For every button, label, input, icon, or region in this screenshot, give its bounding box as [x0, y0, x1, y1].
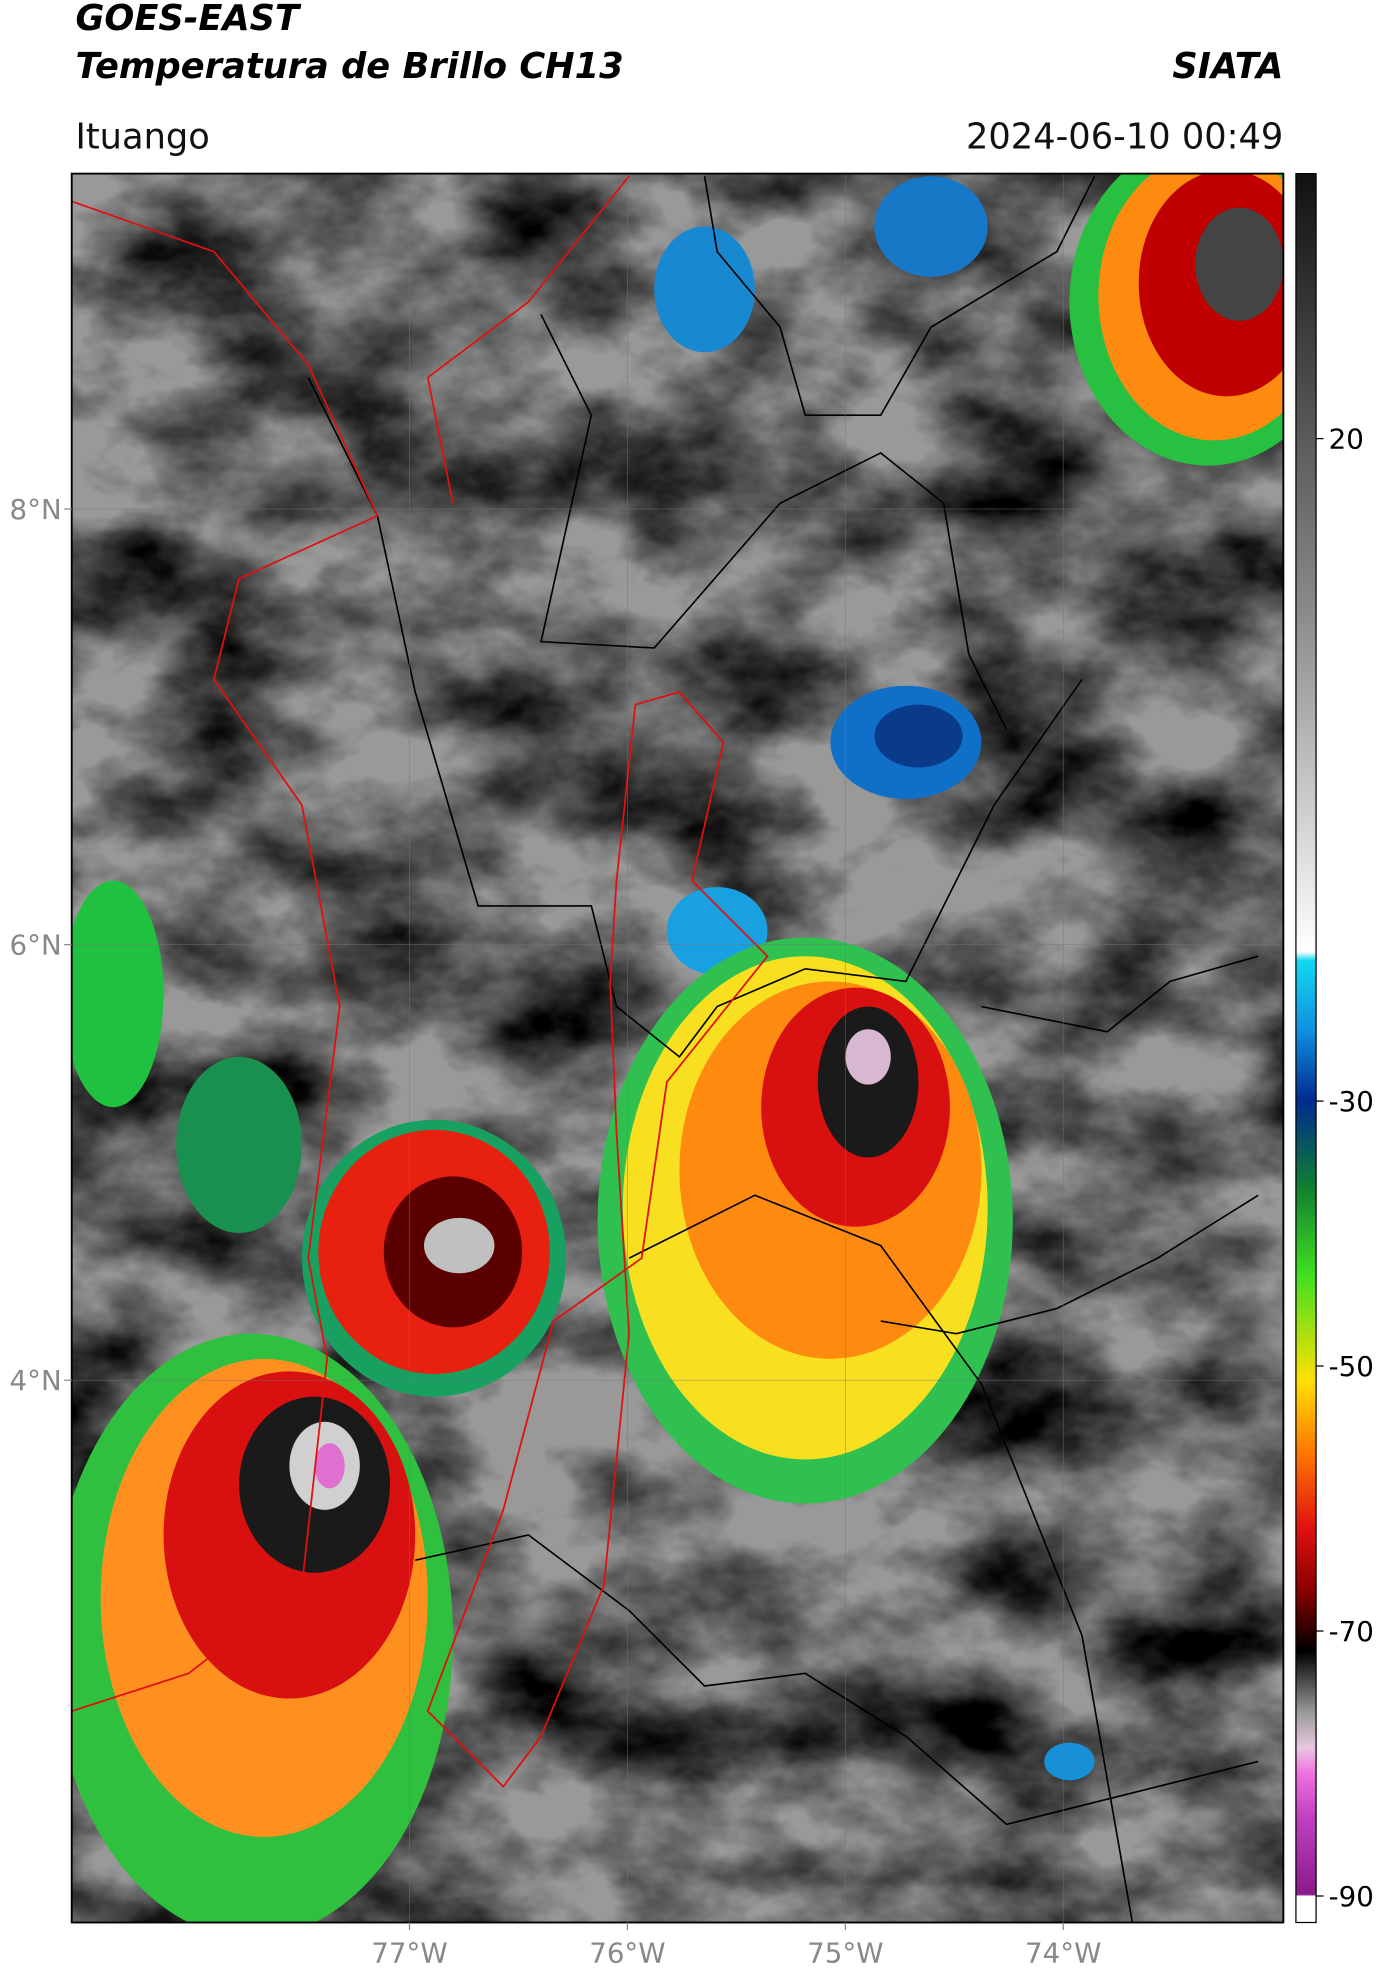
- source: SIATA: [1172, 46, 1283, 87]
- timestamp: 2024-06-10 00:49: [966, 116, 1283, 157]
- storm-central: [301, 1119, 567, 1397]
- storm-east: [597, 937, 1013, 1504]
- colorbar-tick-label: -30: [1329, 1085, 1374, 1118]
- satellite-image: [71, 173, 1284, 1923]
- x-tick-label: 77°W: [371, 1937, 447, 1970]
- red-boundaries: [71, 175, 769, 1788]
- y-tick-label: 4°N: [10, 1364, 62, 1397]
- grid: [71, 173, 1284, 1923]
- y-tick-label: 6°N: [10, 929, 62, 962]
- colorbar-tick-label: -70: [1329, 1615, 1374, 1648]
- admin-borders: [307, 175, 1259, 1923]
- y-tick-label: 8°N: [10, 493, 62, 526]
- x-tick-label: 75°W: [807, 1937, 883, 1970]
- blue-patches: [71, 176, 1095, 1781]
- storm-southwest: [71, 1333, 453, 1923]
- map-frame: [70, 172, 1285, 1924]
- colorbar: [1295, 172, 1317, 1924]
- subtitle: Temperatura de Brillo CH13: [75, 46, 623, 87]
- storm-northeast: [1069, 173, 1284, 466]
- region: Ituango: [75, 116, 209, 157]
- title: GOES-EAST: [75, 0, 302, 39]
- x-tick-label: 76°W: [589, 1937, 665, 1970]
- colorbar-tick-label: -50: [1329, 1350, 1374, 1383]
- colorbar-tick-label: 20: [1329, 423, 1364, 456]
- x-tick-label: 74°W: [1025, 1937, 1101, 1970]
- colorbar-tick-label: -90: [1329, 1880, 1374, 1913]
